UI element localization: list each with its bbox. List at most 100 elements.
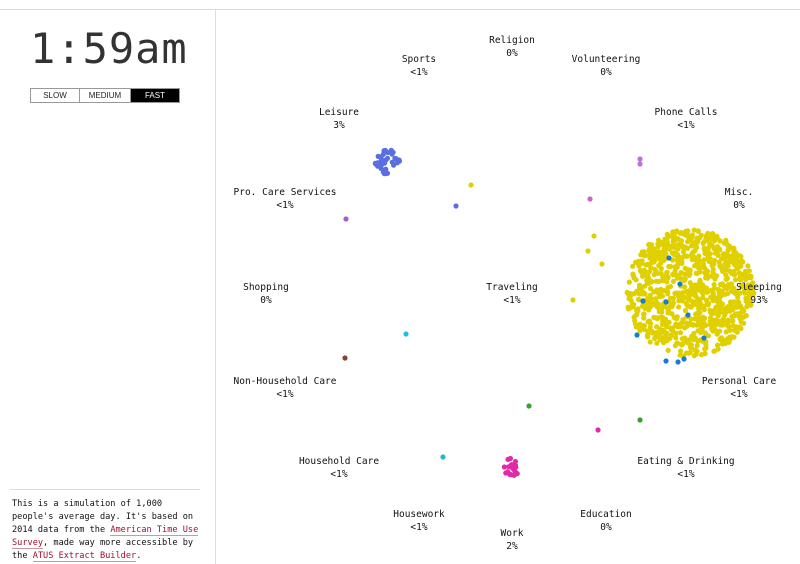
- sleeping-dot: [635, 306, 641, 312]
- activity-leisure: Leisure 3%: [318, 107, 360, 131]
- sleeping-dot: [703, 342, 709, 348]
- sleeping-dot: [688, 243, 695, 249]
- sleeping-dot: [721, 240, 727, 246]
- sleeping-dot: [742, 271, 748, 277]
- sleeping-dot: [713, 317, 719, 323]
- sleeping-dot: [710, 269, 716, 275]
- leisure-dot: [377, 154, 384, 160]
- sleeping-dot: [701, 303, 707, 309]
- sleeping-dot: [723, 259, 729, 265]
- sleeping-dot: [679, 296, 686, 302]
- leisure-dot: [396, 158, 402, 164]
- sleeping-dot: [705, 253, 711, 259]
- sleeping-dot: [647, 255, 653, 261]
- sleeping-dot: [705, 300, 711, 306]
- note-divider: [10, 489, 200, 490]
- clock-display: 1:59am: [30, 24, 188, 73]
- sleeping-dot: [681, 253, 688, 259]
- sleeping-dot: [661, 337, 667, 343]
- sleeping-dot: [670, 239, 676, 245]
- sleeping-dot: [641, 272, 647, 279]
- atus-extract-builder-link[interactable]: ATUS Extract Builder: [32, 551, 137, 562]
- sleeping-dot: [687, 320, 693, 326]
- sleeping-dot: [695, 296, 701, 302]
- sleeping-dot: [714, 235, 720, 241]
- sleeping-dot: [688, 342, 694, 348]
- activity-misc: Misc. 0%: [724, 187, 754, 211]
- sleeping-dot: [729, 313, 735, 319]
- misc-dot: [587, 196, 593, 202]
- sleeping-dot: [664, 270, 670, 276]
- sleeping-dot: [724, 291, 731, 297]
- sleeping-dot: [725, 248, 731, 254]
- sleeping-dot: [711, 261, 717, 267]
- speed-slow-button[interactable]: SLOW: [31, 89, 80, 102]
- sleeping-dot: [720, 322, 726, 328]
- sleeping-dot: [647, 246, 653, 252]
- sleeping-dot: [739, 258, 745, 264]
- sleeping-dot: [673, 271, 679, 277]
- sleeping-dot: [636, 263, 642, 269]
- sleeping-dot: [717, 238, 723, 244]
- sleeping-dot: [708, 294, 714, 300]
- sleeping-dot: [663, 321, 669, 327]
- sleeping-dot: [743, 268, 749, 274]
- sleeping-dot: [710, 295, 716, 301]
- sleeping-dot: [628, 297, 634, 303]
- sleeping-dot: [711, 238, 718, 244]
- sleeping-dot: [645, 275, 652, 281]
- sleeping-dot: [682, 335, 688, 341]
- sleeping-dot: [738, 263, 744, 269]
- sleeping-dot: [637, 268, 644, 274]
- sleeping-dot: [666, 263, 672, 270]
- sleeping-dot: [664, 330, 670, 337]
- speed-medium-button[interactable]: MEDIUM: [80, 89, 131, 102]
- sleeping-dot: [629, 301, 636, 307]
- speed-fast-button[interactable]: FAST: [131, 89, 179, 102]
- leisure-dot: [378, 158, 384, 164]
- sleeping-dot: [652, 330, 658, 337]
- sleeping-dot: [635, 296, 642, 303]
- sleeping-dot: [697, 305, 703, 311]
- personal-care-dot: [640, 298, 646, 304]
- sleeping-dot: [718, 322, 724, 328]
- sleeping-dot: [672, 343, 679, 349]
- atus-link[interactable]: American Time Use Survey: [12, 525, 199, 549]
- sleeping-dot: [666, 309, 672, 315]
- sleeping-dot: [727, 253, 734, 259]
- sleeping-dot: [648, 286, 654, 292]
- sleeping-dot: [677, 257, 683, 264]
- sleeping-dot: [677, 321, 684, 327]
- personal-care-dot: [677, 281, 683, 287]
- sleeping-dot: [653, 299, 659, 305]
- sleeping-dot: [684, 350, 690, 356]
- sleeping-dot: [732, 262, 738, 268]
- sleeping-dot: [738, 319, 744, 325]
- sleeping-dot: [654, 304, 660, 310]
- sleeping-dot: [725, 263, 731, 269]
- sleeping-dot: [700, 240, 707, 246]
- sleeping-dot: [627, 291, 634, 297]
- sleeping-dot: [662, 238, 668, 244]
- sleeping-dot: [697, 337, 703, 343]
- sleeping-dot: [627, 293, 634, 299]
- sleeping-dot: [677, 283, 684, 289]
- sleeping-dot: [656, 256, 663, 262]
- sleeping-dot: [630, 271, 636, 277]
- sleeping-dot: [652, 266, 658, 273]
- sleeping-dot: [672, 250, 678, 256]
- sleeping-dot: [719, 341, 725, 347]
- sleeping-dot: [665, 284, 671, 291]
- sleeping-dot: [700, 295, 706, 301]
- sleeping-dot: [727, 337, 733, 343]
- sleeping-dot: [659, 250, 665, 257]
- sleeping-dot: [673, 251, 680, 257]
- sleeping-dot: [732, 311, 739, 317]
- sleeping-dot: [723, 266, 729, 272]
- leisure-dot: [383, 170, 389, 177]
- top-divider: [0, 9, 800, 10]
- sleeping-dot: [696, 298, 703, 304]
- sleeping-dot: [716, 305, 722, 311]
- sleeping-dot: [705, 250, 711, 256]
- sleeping-dot: [675, 236, 681, 242]
